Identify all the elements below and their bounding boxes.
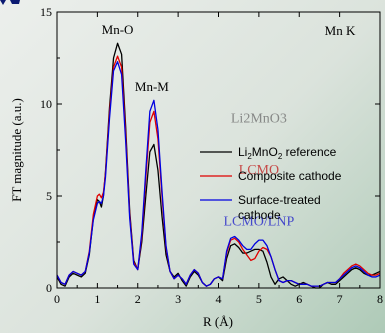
x-tick-label: 5 (256, 292, 262, 306)
y-tick-label: 10 (40, 97, 52, 111)
x-tick-label: 7 (337, 292, 343, 306)
x-tick-label: 6 (296, 292, 302, 306)
peak-annotations: Mn-O Mn-M (102, 22, 170, 94)
panel-label: Mn K (325, 23, 356, 38)
legend: Li2MnO2 reference Composite cathode Surf… (200, 145, 342, 222)
x-tick-label: 1 (94, 292, 100, 306)
y-tick-label: 0 (46, 281, 52, 295)
x-tick-label: 4 (216, 292, 222, 306)
x-tick-label: 2 (135, 292, 141, 306)
overlay-sample-label: Li2MnO3 (231, 111, 287, 126)
legend-label-reference: Li2MnO2 reference (238, 145, 337, 161)
overlay-sample-label: LCMO (239, 163, 279, 178)
peak-annotation: Mn-O (102, 22, 134, 37)
legend-label-composite: Composite cathode (238, 169, 342, 183)
x-tick-label: 0 (54, 292, 60, 306)
corner-fragment (0, 0, 6, 5)
x-tick-label: 8 (377, 292, 383, 306)
peak-annotation: Mn-M (135, 79, 169, 94)
overlay-sample-labels: Li2MnO3 LCMO LCMO/LNP (223, 111, 294, 229)
legend-label-surface-line2: cathode (238, 208, 281, 222)
series-line-surface-treated-cathode (56, 61, 381, 287)
legend-label-surface: Surface-treated (238, 193, 321, 207)
axis-ticks: 0 1 2 3 4 5 6 7 8 0 5 10 15 (40, 5, 383, 306)
overlay-sample-label: LCMO/LNP (223, 214, 294, 229)
y-axis-label: FT magnitude (a.u.) (9, 98, 24, 202)
x-axis-label: R (Å) (203, 314, 233, 329)
y-tick-label: 15 (40, 5, 52, 19)
plot-area (56, 42, 381, 289)
x-tick-label: 3 (175, 292, 181, 306)
corner-fragment-2 (10, 0, 20, 4)
y-tick-label: 5 (46, 189, 52, 203)
